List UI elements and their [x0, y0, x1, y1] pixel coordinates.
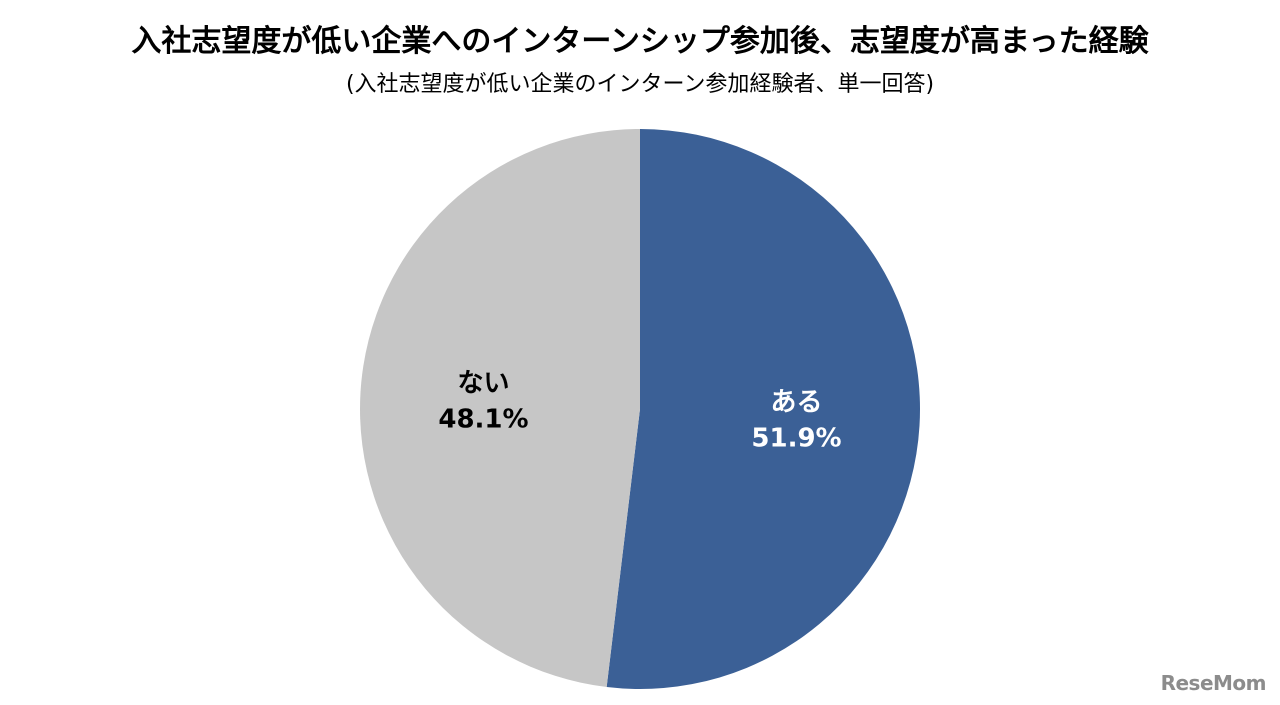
slice-category-label-0: ある [771, 387, 823, 417]
chart-subtitle: (入社志望度が低い企業のインターン参加経験者、単一回答) [345, 72, 935, 97]
slice-value-label-0: 51.9% [751, 423, 841, 453]
pie-slice-0 [606, 129, 921, 690]
slice-category-label-1: ない [457, 369, 509, 399]
chart-title: 入社志望度が低い企業へのインターンシップ参加後、志望度が高まった経験 [131, 24, 1149, 59]
pie-slice-1 [360, 129, 640, 688]
resemom-logo: ReseMom [1160, 671, 1267, 695]
slice-value-label-1: 48.1% [438, 405, 528, 435]
